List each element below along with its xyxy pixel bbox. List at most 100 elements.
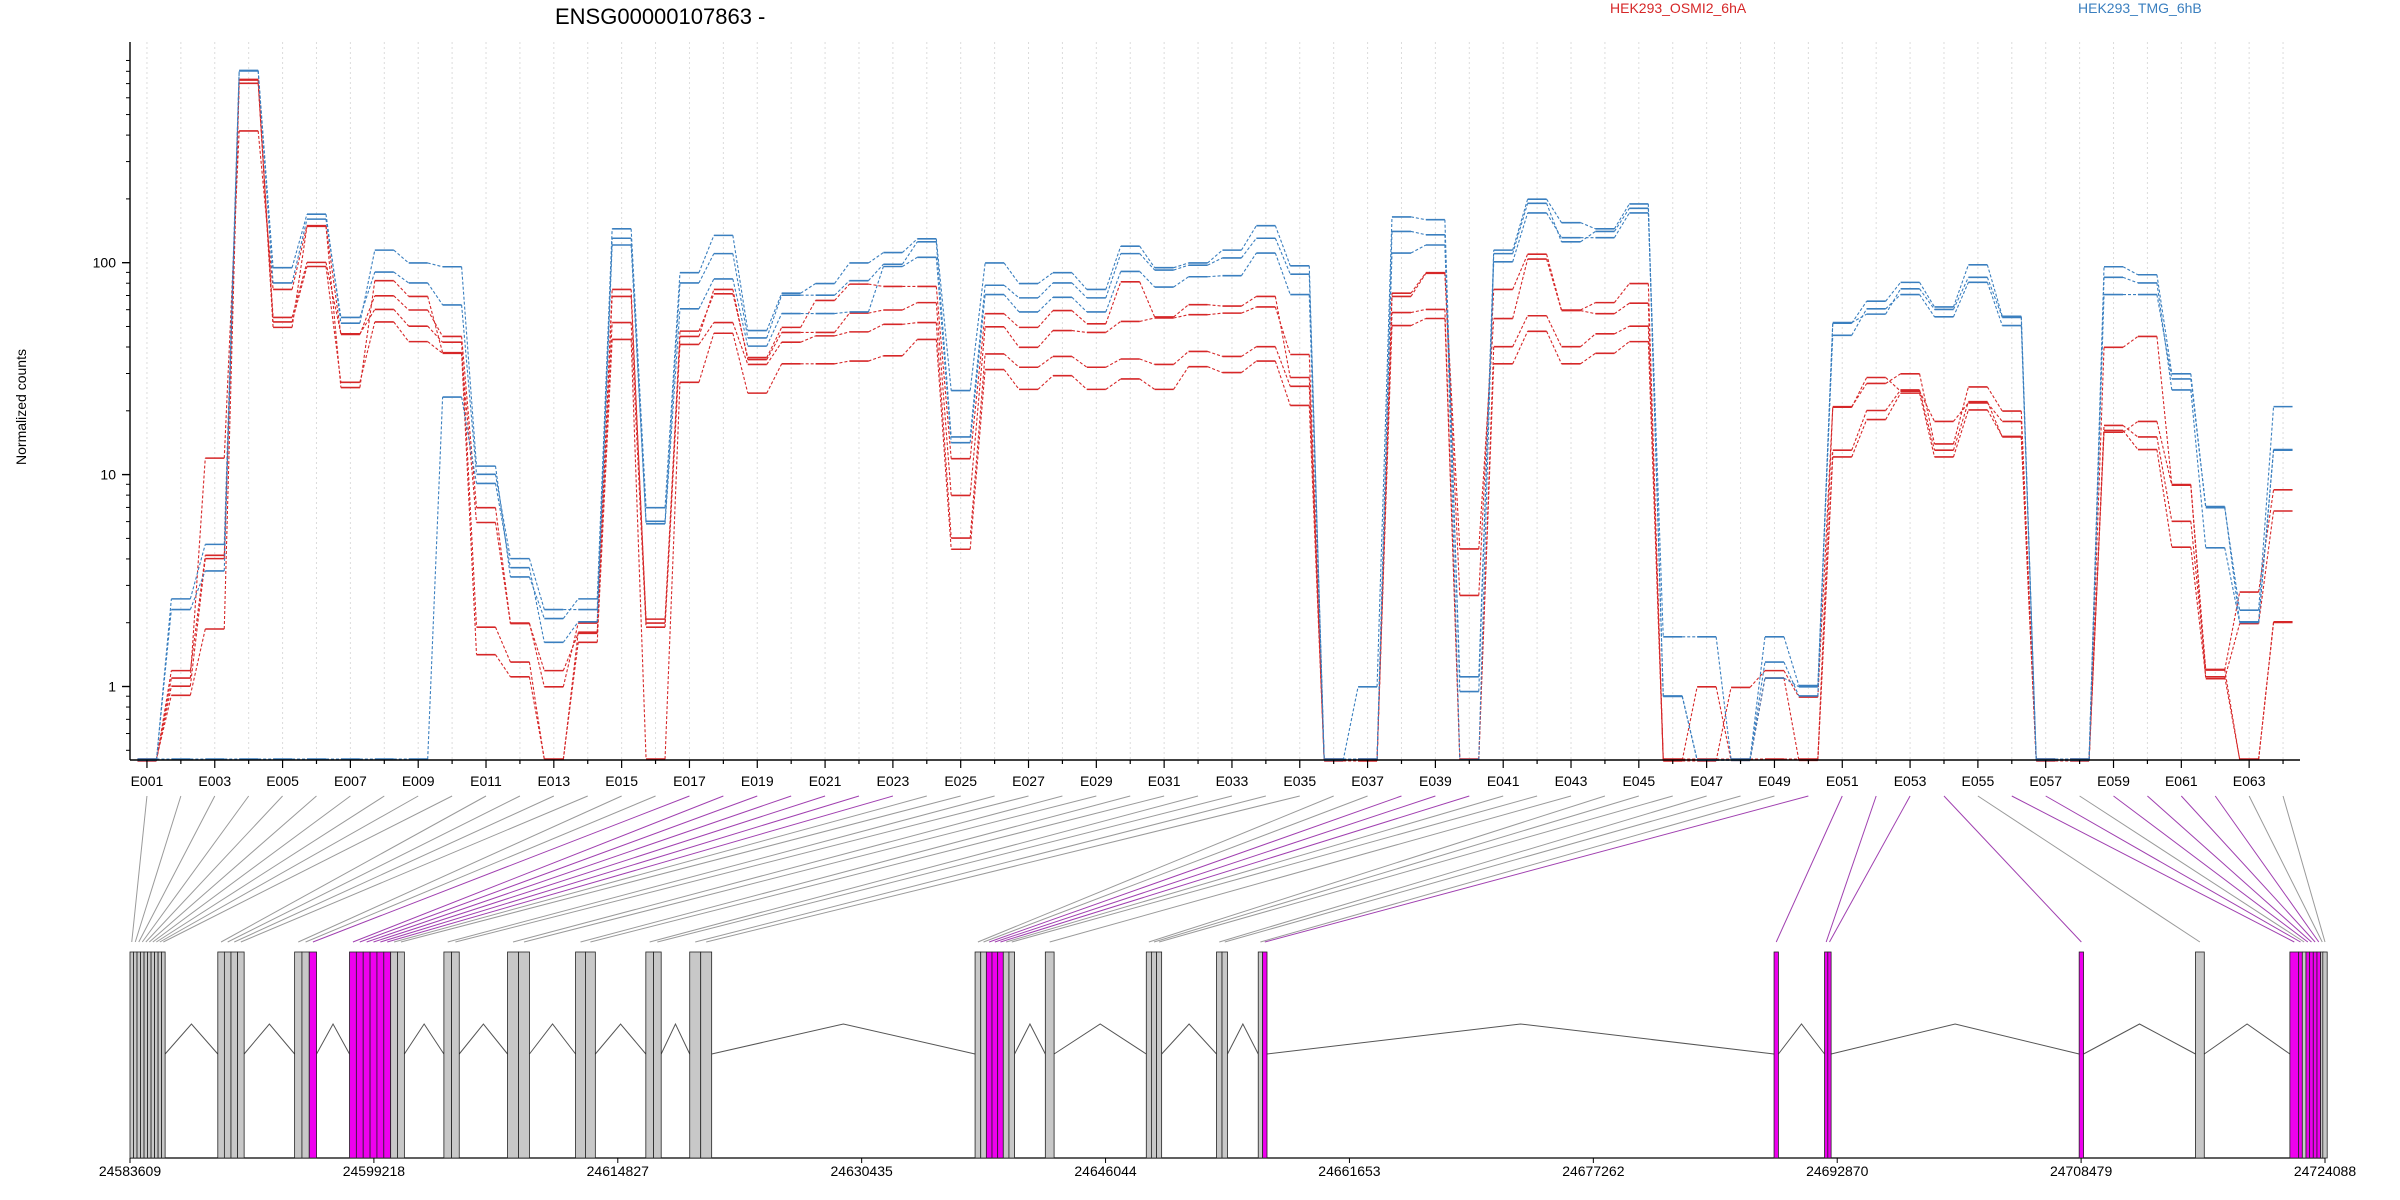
exon-block: [390, 951, 398, 1159]
legend-entry-tmg: HEK293_TMG_6hB: [2078, 0, 2202, 16]
x-tick-label: E047: [1690, 773, 1723, 789]
exon-connector: [1219, 795, 1707, 943]
y-tick-label: 10: [100, 467, 116, 483]
exon-block: [1156, 951, 1163, 1159]
series-3: [137, 78, 2293, 762]
exon-connector: [1264, 795, 1809, 943]
series-2: [137, 130, 2293, 762]
exon-block: [362, 951, 371, 1159]
exon-connector: [1829, 795, 1911, 943]
plot-grid: [146, 42, 2284, 760]
series-5: [137, 70, 2293, 761]
x-tick-label: E017: [673, 773, 706, 789]
exon-block: [308, 951, 317, 1159]
chart-title: ENSG00000107863 -: [555, 4, 765, 29]
y-tick-label: 100: [93, 255, 117, 271]
exon-connector: [141, 795, 250, 943]
x-tick-label: E051: [1826, 773, 1859, 789]
exon-block: [230, 951, 238, 1159]
exon-connector: [1977, 795, 2201, 943]
intron-line: [403, 1023, 445, 1055]
intron-line: [1227, 1022, 1259, 1055]
exon-connector: [2147, 795, 2312, 943]
exon-block: [157, 951, 163, 1159]
exon-block: [2316, 951, 2322, 1159]
exon-block: [154, 951, 159, 1159]
exon-connector: [227, 795, 521, 943]
exon-connector: [2011, 795, 2295, 943]
exon-block: [397, 951, 405, 1159]
exon-connector: [994, 795, 1436, 943]
exon-block: [451, 951, 460, 1159]
exon-block: [143, 951, 148, 1159]
exon-block: [369, 951, 378, 1159]
exon-connector: [134, 795, 182, 943]
exon-block: [1773, 951, 1779, 1159]
exon-block: [223, 951, 232, 1159]
exon-connector: [400, 795, 961, 943]
series-connector: [155, 83, 2275, 761]
x-tick-label: E005: [266, 773, 299, 789]
series-6: [137, 69, 2293, 762]
exon-connector: [148, 795, 317, 943]
exon-block: [2289, 951, 2300, 1159]
coordinate-tick-label: 24583609: [99, 1163, 162, 1179]
x-tick-label: E003: [198, 773, 231, 789]
exon-connector: [159, 795, 419, 943]
coordinate-tick-label: 24599218: [343, 1163, 406, 1179]
exon-connector: [2282, 795, 2326, 943]
x-tick-label: E027: [1012, 773, 1045, 789]
intron-line: [2203, 1023, 2291, 1055]
exon-connector: [234, 795, 555, 943]
coordinate-tick-label: 24677262: [1562, 1163, 1625, 1179]
exon-connector: [387, 795, 894, 943]
exon-connector: [145, 795, 283, 943]
exon-connector: [447, 795, 995, 943]
exon-connector: [163, 795, 453, 943]
coordinate-tick-label: 24708479: [2050, 1163, 2113, 1179]
x-tick-label: E059: [2097, 773, 2130, 789]
exon-block: [689, 951, 702, 1159]
exon-block: [518, 951, 530, 1159]
exon-block: [1151, 951, 1157, 1159]
exon-block: [133, 951, 138, 1159]
x-tick-label: E057: [2029, 773, 2062, 789]
series-connector: [155, 70, 2275, 761]
exon-block: [1216, 951, 1223, 1159]
x-tick-label: E063: [2233, 773, 2266, 789]
x-tick-label: E061: [2165, 773, 2198, 789]
exon-block: [2078, 951, 2084, 1159]
exon-block: [1221, 951, 1228, 1159]
exon-connector: [1049, 795, 1572, 943]
exon-connector: [1148, 795, 1606, 943]
x-tick-label: E053: [1894, 773, 1927, 789]
exon-connector: [312, 795, 690, 943]
series-connector: [155, 80, 2275, 760]
exon-connector: [1825, 795, 1877, 943]
coordinate-tick-label: 24614827: [587, 1163, 650, 1179]
intron-line: [243, 1023, 296, 1055]
exon-block: [1827, 951, 1832, 1159]
exon-connector: [580, 795, 1131, 943]
exon-block: [1002, 951, 1010, 1159]
exon-block: [974, 951, 982, 1159]
exon-connector: [590, 795, 1165, 943]
exon-connector: [352, 795, 724, 943]
exon-connector: [359, 795, 758, 943]
exon-connector: [695, 795, 1266, 943]
series-1: [137, 82, 2293, 761]
exon-block: [985, 951, 993, 1159]
exon-block: [1257, 951, 1264, 1159]
x-tick-label: E029: [1080, 773, 1113, 789]
exon-block: [294, 951, 303, 1159]
exon-connector: [1260, 795, 1775, 943]
intron-line: [660, 1022, 691, 1055]
x-tick-label: E013: [537, 773, 570, 789]
exon-connector: [1224, 795, 1741, 943]
exon-connector: [977, 795, 1334, 943]
y-tick-label: 1: [108, 679, 116, 695]
exon-block: [2312, 951, 2318, 1159]
x-tick-label: E025: [944, 773, 977, 789]
intron-line: [2083, 1023, 2196, 1055]
exon-connector-lines: [131, 795, 2326, 943]
